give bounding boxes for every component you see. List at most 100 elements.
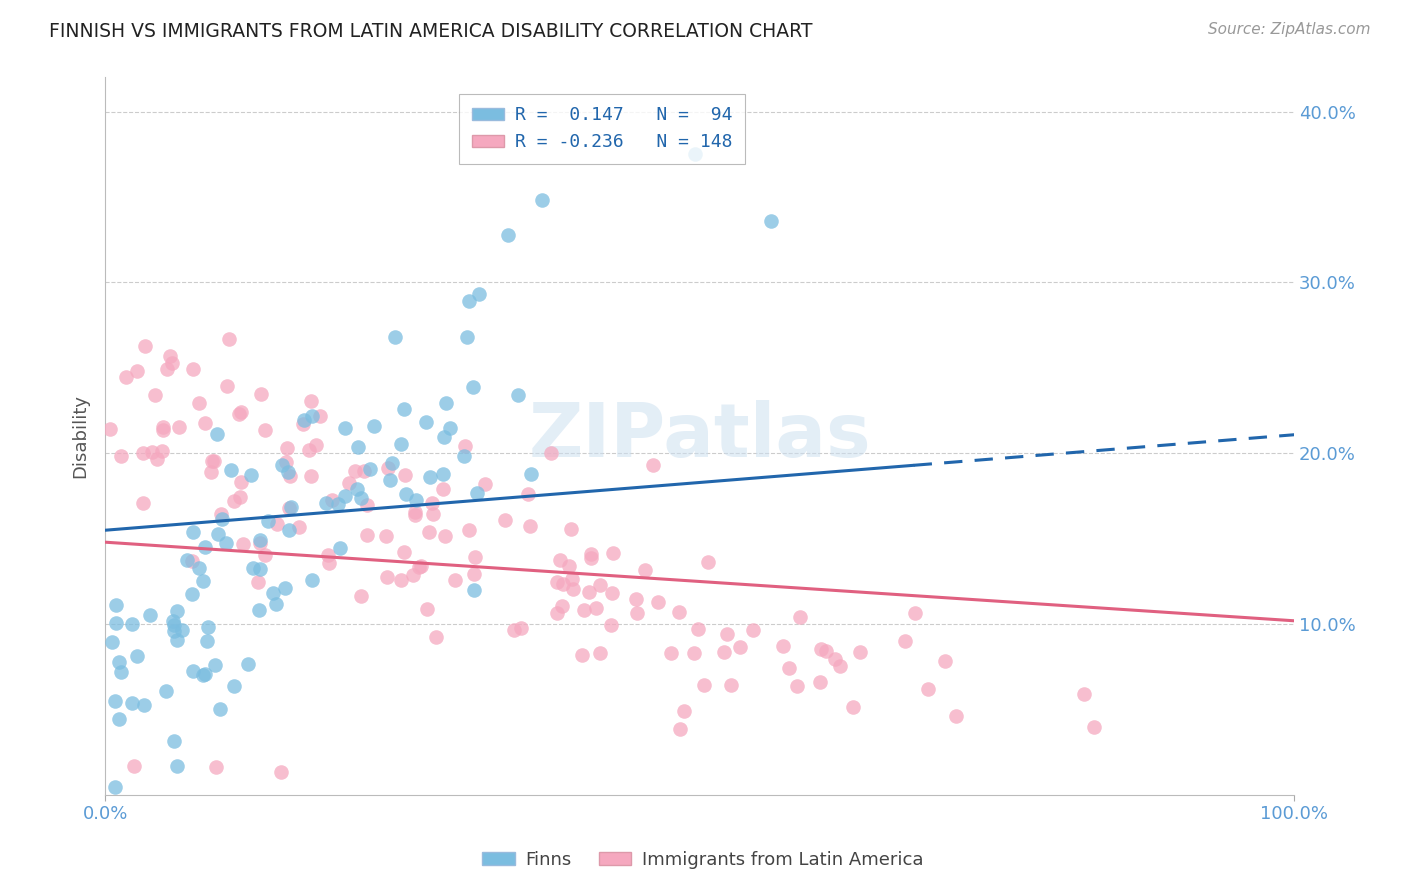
Point (425, 630, 447, 644)
Point (454, 439, 477, 453)
Point (626, 606, 648, 620)
Point (356, 498, 378, 512)
Point (249, 562, 271, 576)
Point (353, 464, 375, 478)
Point (548, 553, 571, 567)
Point (108, 712, 131, 726)
Point (713, 645, 735, 659)
Point (266, 517, 288, 532)
Point (191, 668, 214, 682)
Point (498, 228, 520, 243)
Point (297, 442, 319, 457)
Point (187, 561, 209, 575)
Point (201, 454, 224, 468)
Point (392, 401, 415, 416)
Point (249, 533, 271, 548)
Point (904, 606, 927, 620)
Point (270, 764, 292, 779)
Point (402, 568, 425, 582)
Point (146, 451, 169, 466)
Point (202, 454, 225, 468)
Point (114, 370, 136, 384)
Point (264, 597, 287, 611)
Point (574, 602, 596, 616)
Point (716, 626, 738, 640)
Point (316, 549, 339, 563)
Point (589, 646, 612, 660)
Point (405, 492, 427, 507)
Point (162, 614, 184, 628)
Point (422, 507, 444, 521)
Point (1083, 720, 1105, 734)
Point (222, 679, 245, 693)
Point (602, 546, 624, 560)
Point (321, 493, 343, 508)
Point (236, 657, 259, 671)
Point (239, 467, 262, 482)
Point (166, 632, 188, 647)
Point (194, 540, 217, 554)
Point (815, 644, 838, 658)
Point (346, 482, 368, 496)
Point (207, 526, 229, 541)
Point (188, 396, 211, 410)
Point (624, 591, 647, 606)
Point (162, 733, 184, 747)
Point (659, 646, 682, 660)
Point (378, 473, 401, 487)
Point (108, 655, 131, 669)
Point (416, 602, 439, 616)
Point (404, 508, 426, 522)
Point (551, 577, 574, 591)
Point (229, 475, 252, 489)
Text: FINNISH VS IMMIGRANTS FROM LATIN AMERICA DISABILITY CORRELATION CHART: FINNISH VS IMMIGRANTS FROM LATIN AMERICA… (49, 22, 813, 41)
Point (219, 462, 242, 476)
Point (468, 287, 491, 301)
Legend: R =  0.147   N =  94, R = -0.236   N = 148: R = 0.147 N = 94, R = -0.236 N = 148 (458, 94, 745, 164)
Point (215, 379, 238, 393)
Point (463, 566, 485, 581)
Point (377, 460, 399, 475)
Point (328, 497, 350, 511)
Point (204, 658, 226, 673)
Point (200, 465, 222, 479)
Point (461, 380, 484, 394)
Point (579, 547, 602, 561)
Point (389, 437, 412, 451)
Point (686, 622, 709, 636)
Point (420, 496, 443, 510)
Point (697, 555, 720, 569)
Point (561, 572, 583, 586)
Point (824, 652, 846, 666)
Point (359, 462, 381, 476)
Point (810, 641, 832, 656)
Point (571, 648, 593, 662)
Point (277, 523, 299, 537)
Point (121, 616, 143, 631)
Point (228, 490, 250, 504)
Point (181, 524, 204, 539)
Point (439, 420, 461, 434)
Point (463, 583, 485, 598)
Point (181, 362, 204, 376)
Point (647, 595, 669, 609)
Point (101, 634, 124, 648)
Point (273, 581, 295, 595)
Point (218, 332, 240, 346)
Point (110, 665, 132, 680)
Point (375, 529, 398, 543)
Point (415, 415, 437, 429)
Point (558, 558, 581, 573)
Point (155, 683, 177, 698)
Point (404, 505, 426, 519)
Point (257, 515, 280, 529)
Point (176, 553, 198, 567)
Point (242, 561, 264, 575)
Point (191, 574, 214, 589)
Point (546, 606, 568, 620)
Point (246, 575, 269, 590)
Point (808, 675, 831, 690)
Point (224, 494, 246, 508)
Point (434, 396, 457, 410)
Point (464, 550, 486, 565)
